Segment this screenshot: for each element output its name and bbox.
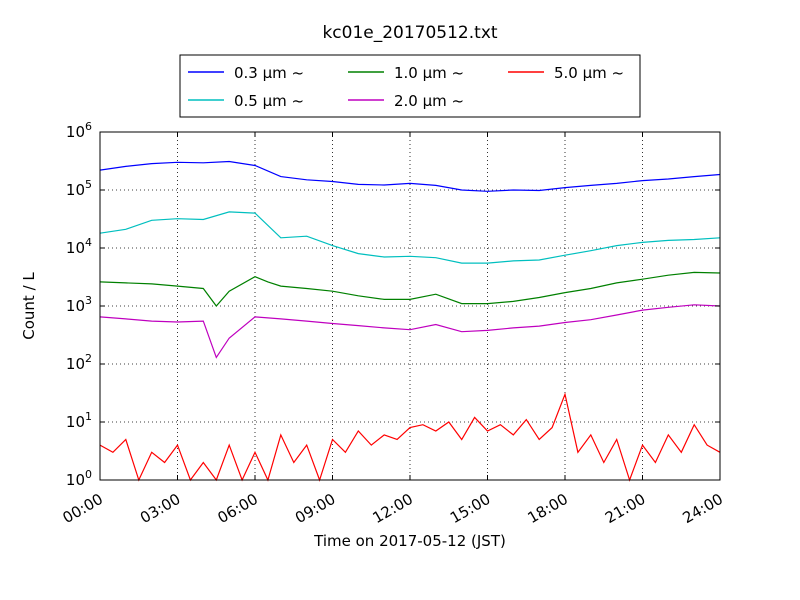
y-tick-label: 102 <box>66 352 92 373</box>
y-tick-exponent: 5 <box>85 178 92 191</box>
x-tick-label: 15:00 <box>447 490 493 527</box>
legend: 0.3 μm ~ 0.5 μm ~ 1.0 μm ~ 2.0 μm ~ 5.0 μm ~ <box>179 54 641 118</box>
y-tick-label: 103 <box>66 294 92 315</box>
y-tick-base: 10 <box>66 239 85 257</box>
y-tick-base: 10 <box>66 355 85 373</box>
legend-label-4: 5.0 μm ~ <box>554 64 624 82</box>
x-tick-label: 18:00 <box>525 490 571 527</box>
y-tick-label: 105 <box>66 178 92 199</box>
x-tick-label: 06:00 <box>215 490 261 527</box>
axis-ticks <box>99 131 721 481</box>
x-tick-label: 21:00 <box>602 490 648 527</box>
y-tick-exponent: 2 <box>85 352 92 365</box>
y-tick-base: 10 <box>66 297 85 315</box>
y-tick-exponent: 0 <box>85 468 92 481</box>
series-line-0 <box>99 160 721 192</box>
y-tick-base: 10 <box>66 123 85 141</box>
grid-lines <box>100 132 720 480</box>
y-tick-exponent: 4 <box>85 236 92 249</box>
series-lines <box>99 160 721 482</box>
y-tick-label: 104 <box>66 236 92 257</box>
x-tick-label: 12:00 <box>370 490 416 527</box>
y-tick-base: 10 <box>66 181 85 199</box>
series-line-4 <box>99 392 721 482</box>
series-line-2 <box>99 271 721 307</box>
y-tick-base: 10 <box>66 413 85 431</box>
y-tick-exponent: 3 <box>85 294 92 307</box>
legend-box <box>179 54 641 118</box>
y-tick-exponent: 1 <box>85 410 92 423</box>
x-tick-label: 00:00 <box>60 490 106 527</box>
series-line-1 <box>99 211 721 264</box>
legend-label-0: 0.3 μm ~ <box>234 64 304 82</box>
x-tick-label: 09:00 <box>292 490 338 527</box>
y-tick-label: 106 <box>66 120 92 141</box>
y-axis-label: Count / L <box>20 272 38 340</box>
series-line-3 <box>99 304 721 359</box>
legend-label-2: 1.0 μm ~ <box>394 64 464 82</box>
legend-label-3: 2.0 μm ~ <box>394 92 464 110</box>
x-axis-label: Time on 2017-05-12 (JST) <box>313 532 506 550</box>
x-tick-label: 03:00 <box>137 490 183 527</box>
y-tick-base: 10 <box>66 471 85 489</box>
x-tick-labels: 00:00 03:00 06:00 09:00 12:00 15:00 18:00 21:00… <box>60 490 726 527</box>
legend-label-1: 0.5 μm ~ <box>234 92 304 110</box>
y-tick-label: 101 <box>66 410 92 431</box>
chart-title: kc01e_20170512.txt <box>322 23 497 43</box>
y-tick-exponent: 6 <box>85 120 92 133</box>
x-tick-label: 24:00 <box>680 490 726 527</box>
y-tick-label: 100 <box>66 468 92 489</box>
